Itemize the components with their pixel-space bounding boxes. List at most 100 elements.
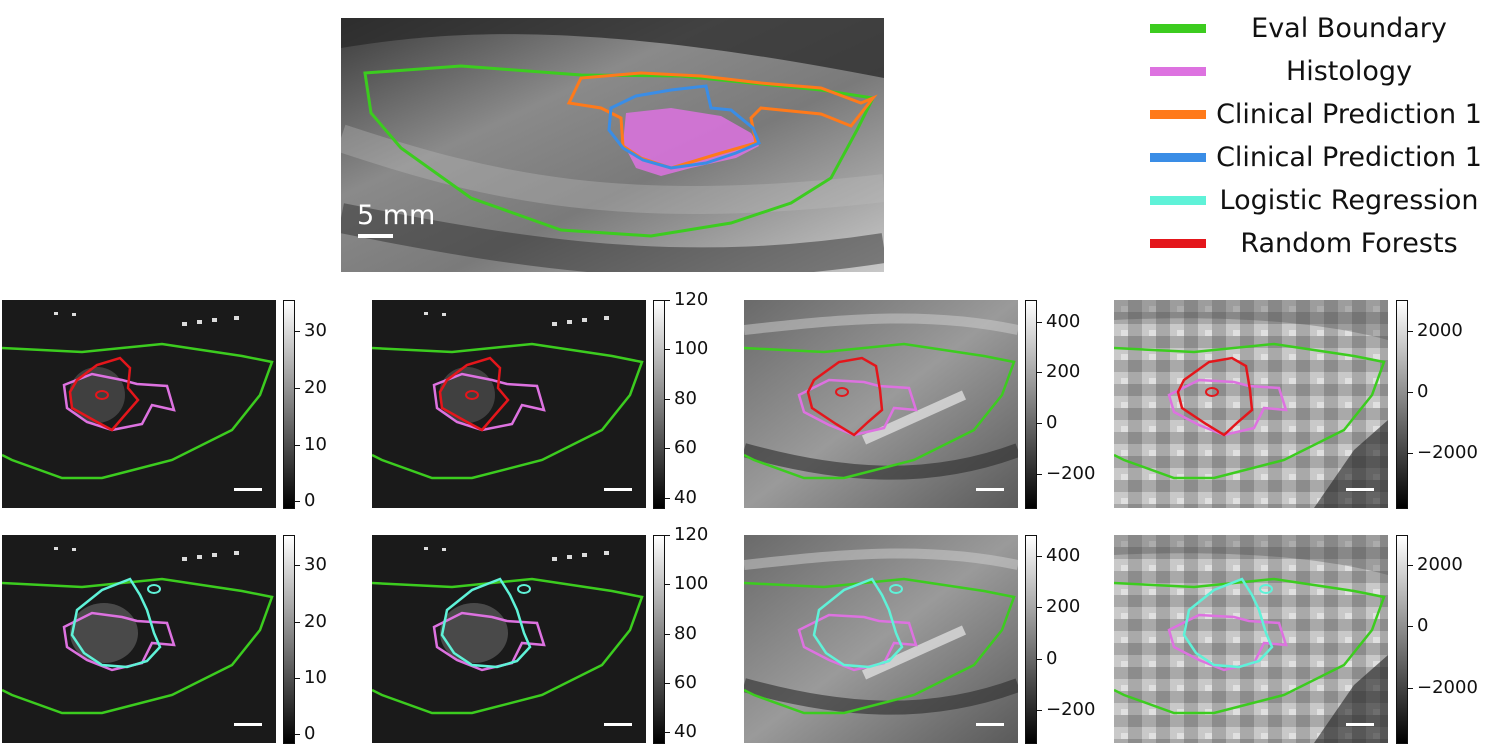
legend-label: Clinical Prediction 1 (1216, 142, 1482, 173)
tick (665, 349, 670, 350)
tick (1408, 565, 1413, 566)
tick-label: 120 (674, 524, 709, 545)
tick-label: −200 (1046, 463, 1096, 484)
legend-swatch (1150, 153, 1206, 162)
tick-label: 60 (674, 672, 697, 693)
scale-bar (1346, 488, 1374, 491)
legend-item-clinical-prediction-blue: Clinical Prediction 1 (1150, 141, 1490, 175)
tick (1037, 607, 1042, 608)
tick (1408, 453, 1413, 454)
map-image (744, 535, 1018, 743)
tick (1408, 626, 1413, 627)
tick-label: 100 (674, 338, 709, 359)
tick-label: 20 (304, 377, 327, 398)
tick (665, 498, 670, 499)
tick (1408, 392, 1413, 393)
colorbar-r1c4 (1396, 300, 1408, 509)
map-panel-r1c4 (1114, 300, 1388, 508)
colorbar-r2c2 (653, 535, 665, 744)
map-panel-r2c3 (744, 535, 1018, 743)
tick (1408, 331, 1413, 332)
tick (665, 683, 670, 684)
tick (295, 388, 300, 389)
tick-label: 100 (674, 573, 709, 594)
map-image (2, 300, 276, 508)
tick (295, 331, 300, 332)
colorbar-r2c3 (1025, 535, 1037, 744)
scale-bar (604, 723, 632, 726)
tick-label: 20 (304, 611, 327, 632)
legend-label: Clinical Prediction 1 (1216, 99, 1482, 130)
main-image (341, 18, 884, 272)
colorbar-r1c1 (283, 300, 295, 509)
map-image (2, 535, 276, 743)
tick-label: 0 (304, 490, 316, 511)
tick-label: 80 (674, 623, 697, 644)
legend-item-clinical-prediction-orange: Clinical Prediction 1 (1150, 98, 1490, 132)
tick-label: −200 (1046, 699, 1096, 720)
tick-label: 2000 (1417, 554, 1463, 575)
colorbar-r2c1 (283, 535, 295, 744)
tick-label: 0 (1417, 381, 1429, 402)
legend-item-logistic-regression: Logistic Regression (1150, 184, 1490, 218)
tick (295, 445, 300, 446)
tick-label: 0 (1046, 648, 1058, 669)
legend-label: Histology (1285, 56, 1413, 87)
legend-label: Logistic Regression (1219, 185, 1479, 216)
tick-label: 400 (1046, 311, 1081, 332)
tick-label: 40 (674, 721, 697, 742)
scale-bar (234, 488, 262, 491)
tick-label: 200 (1046, 361, 1081, 382)
legend-label: Eval Boundary (1251, 13, 1447, 44)
map-panel-r2c4 (1114, 535, 1388, 743)
map-image (744, 300, 1018, 508)
tick-label: 30 (304, 554, 327, 575)
tick-label: 2000 (1417, 320, 1463, 341)
legend-swatch (1150, 67, 1206, 76)
tick (1037, 322, 1042, 323)
tick (665, 448, 670, 449)
legend-item-random-forests: Random Forests (1150, 227, 1490, 261)
tick-label: 10 (304, 434, 327, 455)
tick (1037, 710, 1042, 711)
colorbar-r2c4 (1396, 535, 1408, 744)
legend-item-eval-boundary: Eval Boundary (1150, 12, 1490, 46)
clinical-prediction-orange-contour (566, 71, 878, 170)
colorbar-r1c2 (653, 300, 665, 509)
tick (665, 535, 670, 536)
tick (665, 584, 670, 585)
tick-label: −2000 (1417, 677, 1478, 698)
tick-label: 30 (304, 320, 327, 341)
tick (1037, 372, 1042, 373)
tick-label: 400 (1046, 545, 1081, 566)
main-scale-label: 5 mm (357, 200, 436, 231)
legend-label: Random Forests (1240, 228, 1458, 259)
tick-label: 0 (1046, 412, 1058, 433)
scale-bar (604, 488, 632, 491)
tick-label: 10 (304, 667, 327, 688)
scale-bar (976, 723, 1004, 726)
map-image (1114, 535, 1388, 743)
legend-swatch (1150, 110, 1206, 119)
histology-region (623, 108, 759, 176)
tick (295, 678, 300, 679)
tick (1037, 659, 1042, 660)
map-panel-r2c2 (372, 535, 646, 743)
tick-label: 40 (674, 487, 697, 508)
tick (295, 565, 300, 566)
tick (1408, 688, 1413, 689)
legend-swatch (1150, 239, 1206, 248)
tick (665, 634, 670, 635)
map-panel-r1c1 (2, 300, 276, 508)
scale-bar (234, 723, 262, 726)
tick-label: 0 (304, 723, 316, 744)
map-image (372, 300, 646, 508)
tick (1037, 423, 1042, 424)
scale-bar (1346, 723, 1374, 726)
colorbar-r1c3 (1025, 300, 1037, 509)
map-image (1114, 300, 1388, 508)
tick (1037, 474, 1042, 475)
tick-label: 0 (1417, 615, 1429, 636)
legend-swatch (1150, 24, 1206, 33)
legend-item-histology: Histology (1150, 55, 1490, 89)
